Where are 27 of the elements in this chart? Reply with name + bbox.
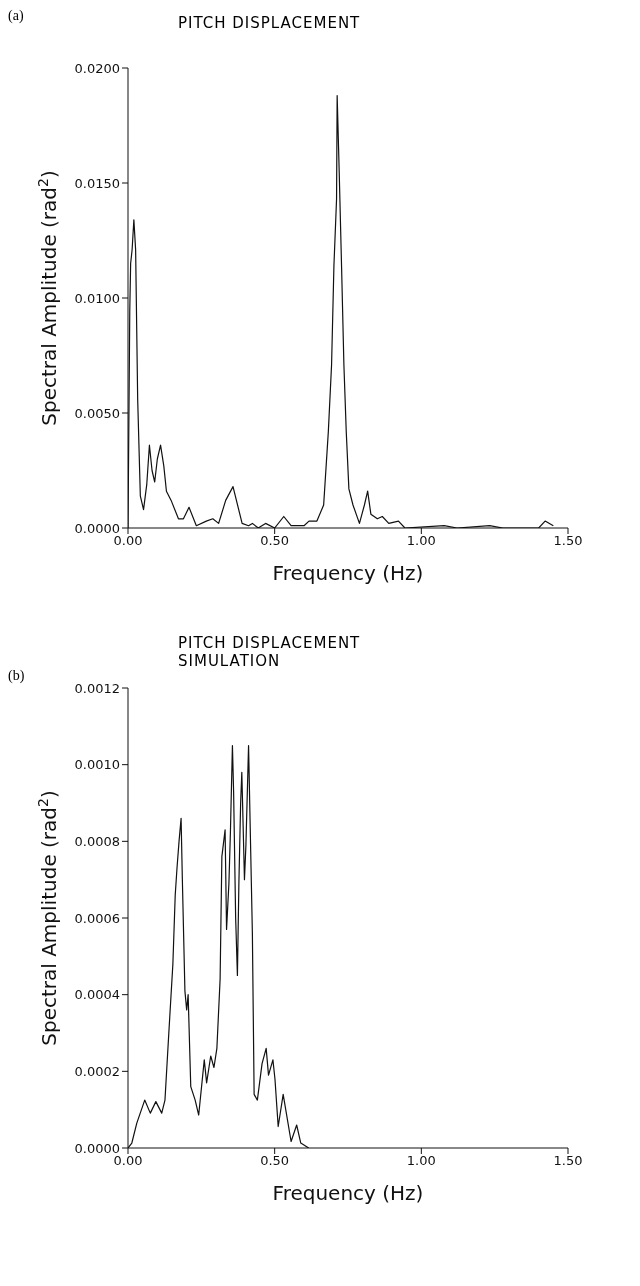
- y-tick-label: 0.0012: [74, 680, 120, 696]
- y-tick-label: 0.0008: [74, 833, 120, 849]
- y-tick-label: 0.0200: [74, 60, 120, 76]
- x-tick-label: 0.50: [260, 533, 290, 549]
- y-tick-label: 0.0050: [74, 405, 120, 421]
- x-tick-label: 1.50: [553, 533, 583, 549]
- y-tick-label: 0.0000: [74, 1140, 120, 1156]
- y-tick-label: 0.0004: [74, 987, 120, 1003]
- text: (b): [8, 668, 25, 684]
- x-tick-label: 0.50: [260, 1153, 290, 1169]
- chart-subtitle: SIMULATION: [178, 652, 282, 670]
- x-tick-label: 1.50: [553, 1153, 583, 1169]
- x-axis-title: Frequency (Hz): [272, 561, 424, 585]
- x-tick-label: 0.00: [113, 533, 143, 549]
- x-axis-title: Frequency (Hz): [272, 1181, 424, 1205]
- x-tick-label: 1.00: [406, 533, 436, 549]
- y-tick-label: 0.0100: [74, 290, 120, 306]
- x-tick-label: 1.00: [406, 1153, 436, 1169]
- chart-title: PITCH DISPLACEMENT: [178, 634, 361, 652]
- x-tick-label: 0.00: [113, 1153, 143, 1169]
- y-tick-label: 0.0150: [74, 175, 120, 191]
- text: (a): [8, 8, 24, 24]
- y-tick-label: 0.0010: [74, 757, 120, 773]
- y-tick-label: 0.0006: [74, 910, 120, 926]
- y-tick-label: 0.0002: [74, 1063, 120, 1079]
- chart-title: PITCH DISPLACEMENT: [178, 14, 361, 32]
- y-tick-label: 0.0000: [74, 520, 120, 536]
